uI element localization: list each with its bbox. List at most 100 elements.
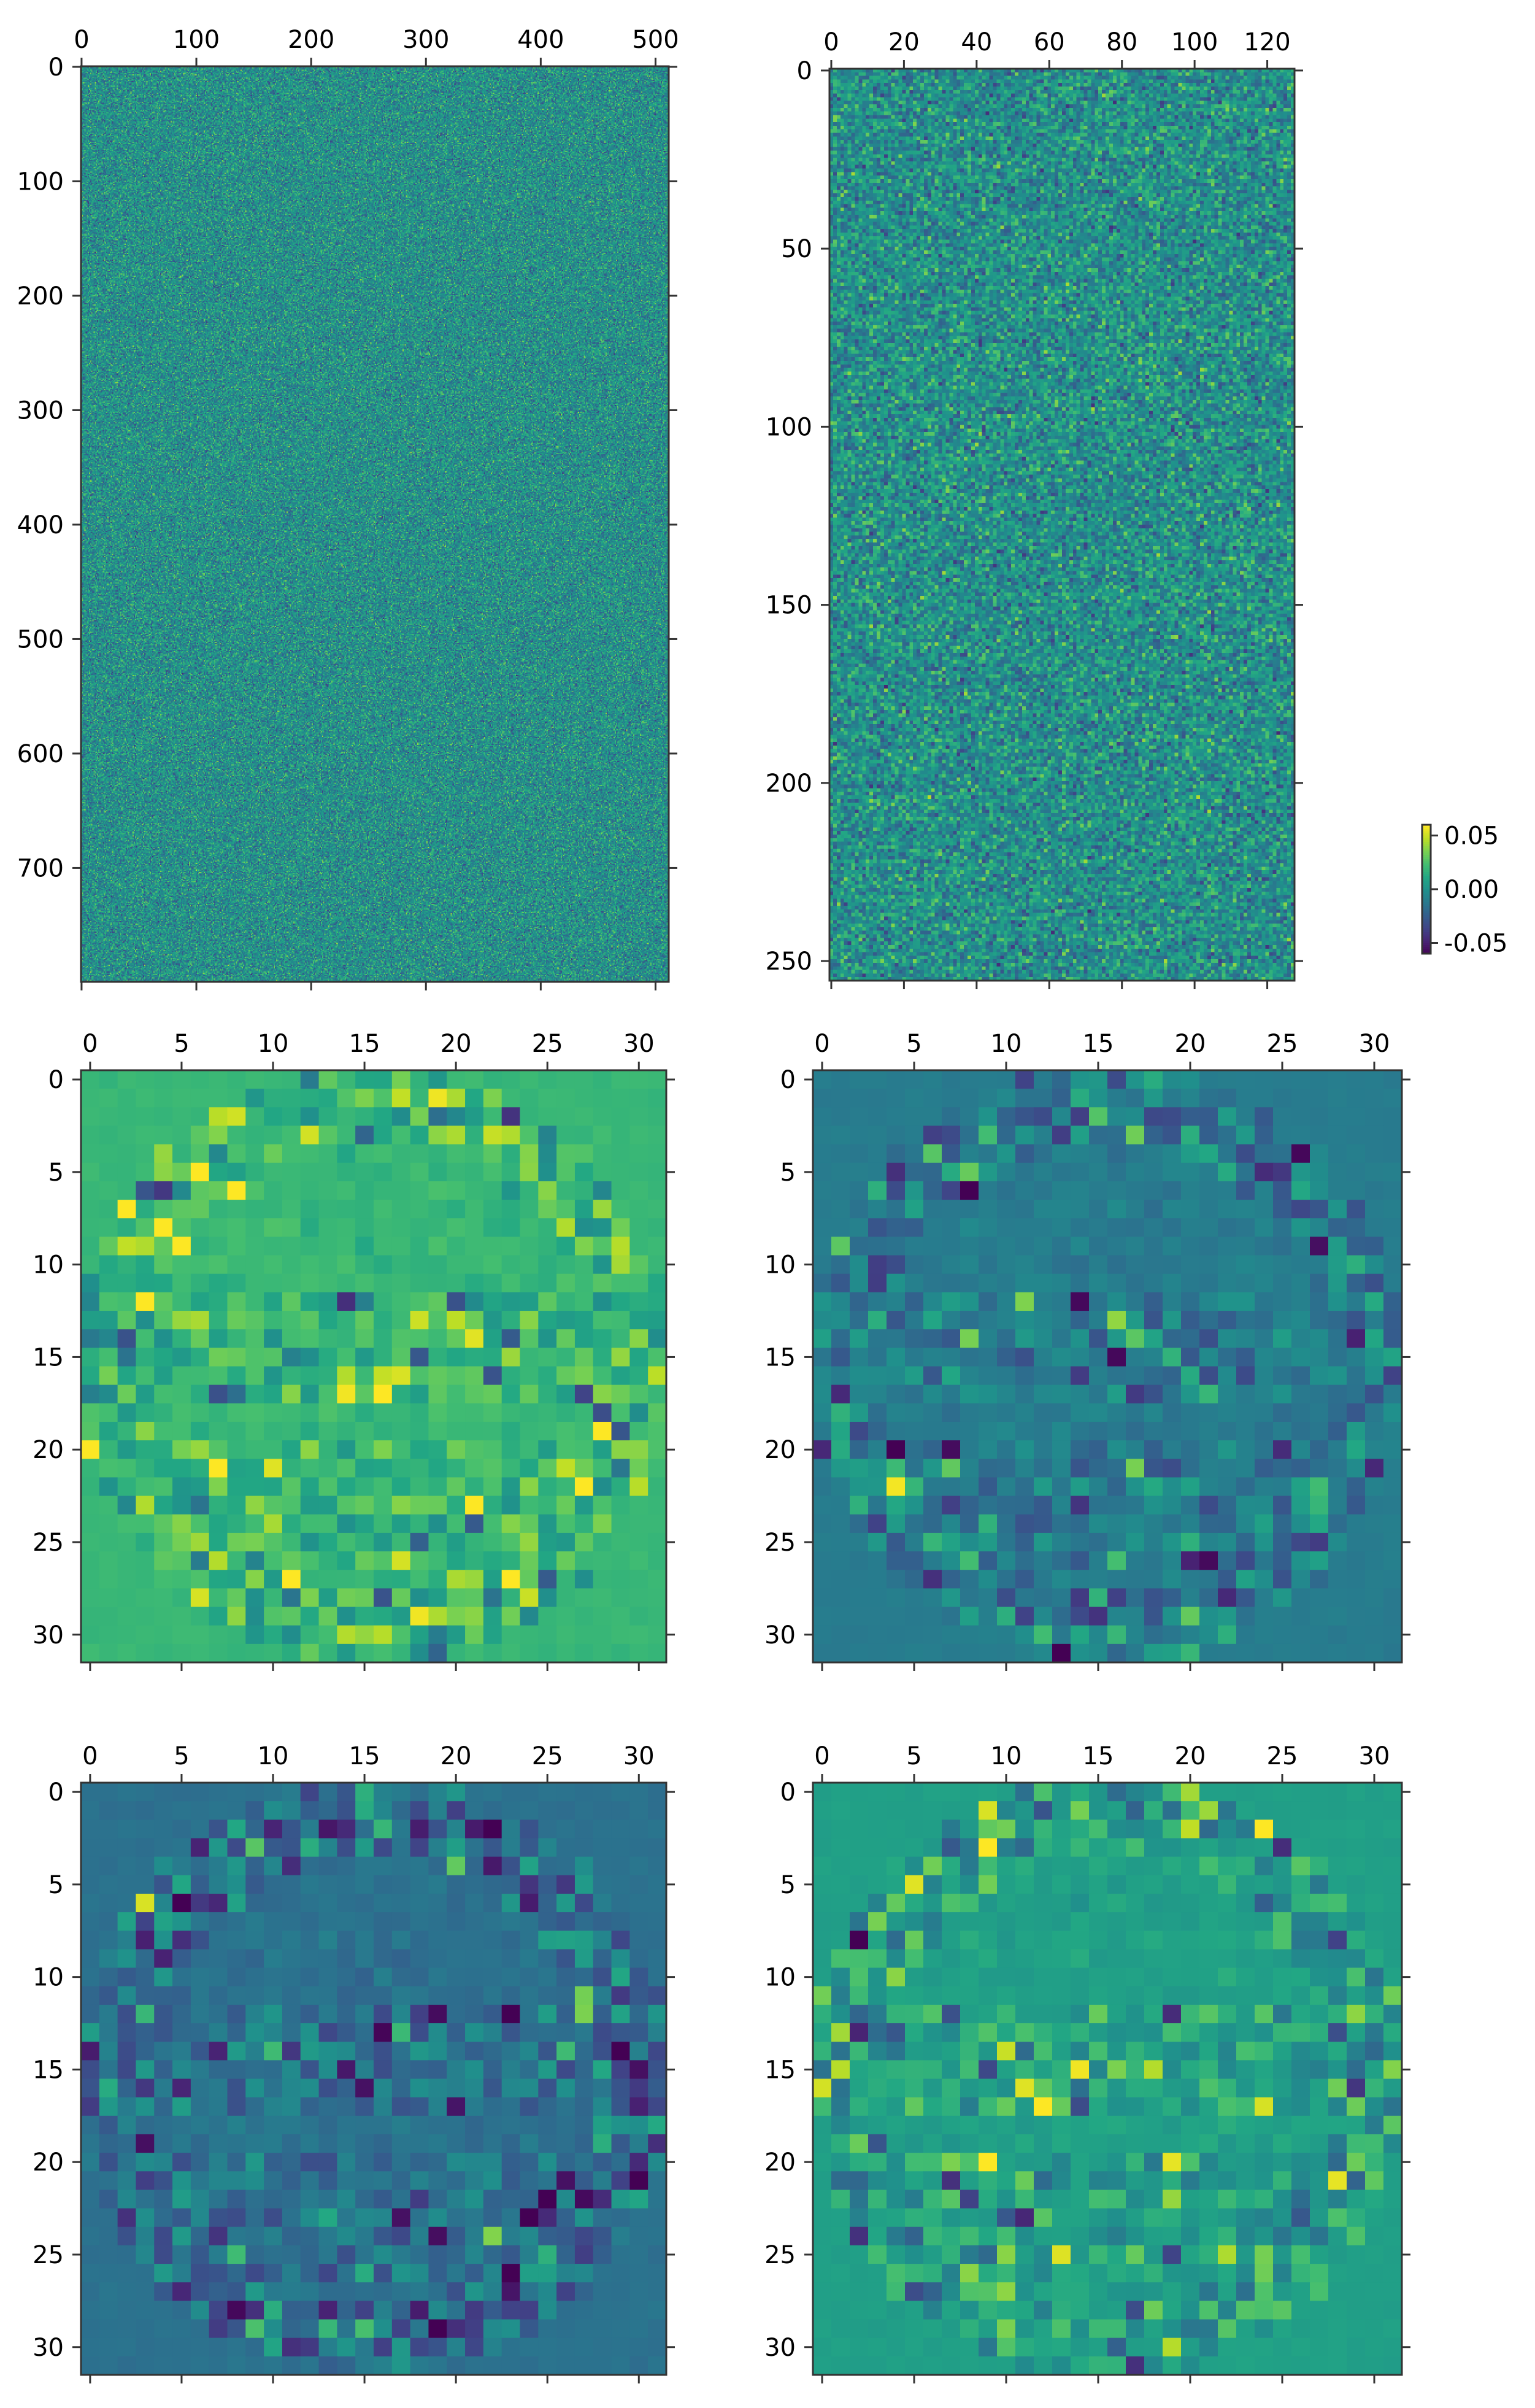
heatmap-cell	[1071, 1625, 1090, 1645]
heatmap-cell	[1163, 1181, 1182, 1200]
heatmap-cell	[136, 1292, 155, 1311]
heatmap-cell	[648, 1893, 667, 1913]
heatmap-cell	[1015, 1329, 1034, 1348]
heatmap-cell	[355, 1200, 374, 1219]
heatmap-cell	[997, 2171, 1016, 2191]
heatmap-cell	[1034, 2060, 1053, 2080]
heatmap-cell	[391, 2190, 411, 2209]
heatmap-cell	[337, 1856, 356, 1876]
heatmap-cell	[391, 1421, 411, 1441]
heatmap-cell	[1015, 1570, 1034, 1589]
heatmap-cell	[905, 1495, 924, 1515]
heatmap-cell	[1273, 1986, 1292, 2005]
heatmap-cell	[1015, 1893, 1034, 1913]
heatmap-cell	[1328, 2042, 1347, 2061]
heatmap-cell	[172, 1931, 191, 1950]
heatmap-cell	[428, 1607, 447, 1626]
heatmap-cell	[611, 2264, 630, 2283]
heatmap-cell	[1255, 1255, 1274, 1275]
heatmap-cell	[81, 1403, 100, 1422]
heatmap-cell	[447, 1348, 466, 1367]
heatmap-cell	[813, 1514, 832, 1534]
heatmap-cell	[813, 1255, 832, 1275]
heatmap-cell	[300, 1459, 320, 1478]
heatmap-cell	[227, 1366, 246, 1386]
heatmap-cell	[1383, 1643, 1402, 1663]
heatmap-cell	[887, 1237, 906, 1256]
heatmap-cell	[813, 1459, 832, 1478]
heatmap-cell	[1163, 1588, 1182, 1608]
heatmap-cell	[813, 1384, 832, 1404]
heatmap-cell	[831, 1089, 850, 1108]
heatmap-cell	[355, 1273, 374, 1293]
heatmap-cell	[172, 2282, 191, 2301]
heatmap-cell	[1255, 2245, 1274, 2264]
heatmap-cell	[318, 2301, 337, 2320]
heatmap-cell	[428, 1181, 447, 1200]
heatmap-cell	[1236, 1403, 1255, 1422]
heatmap-cell	[556, 2226, 575, 2246]
heatmap-cell	[447, 2337, 466, 2357]
heatmap-cell	[905, 2226, 924, 2246]
heatmap-cell	[264, 1125, 283, 1145]
heatmap-cell	[1163, 1459, 1182, 1478]
heatmap-cell	[1291, 2023, 1310, 2042]
heatmap-cell	[501, 1588, 521, 1608]
heatmap-cell	[1144, 1237, 1163, 1256]
heatmap-cell	[1034, 2115, 1053, 2135]
heatmap-cell	[300, 1348, 320, 1367]
heatmap-cell	[99, 1570, 118, 1589]
heatmap-cell	[556, 1912, 575, 1931]
heatmap-cell	[483, 1366, 502, 1386]
heatmap-cell	[942, 2042, 961, 2061]
heatmap-cell	[520, 2301, 539, 2320]
heatmap-cell	[300, 2301, 320, 2320]
heatmap-cell	[574, 2042, 594, 2061]
heatmap-cell	[520, 1070, 539, 1089]
heatmap-cell	[1144, 1107, 1163, 1127]
heatmap-cell	[942, 2134, 961, 2153]
heatmap-cell	[81, 1421, 100, 1441]
heatmap-cell	[1199, 1273, 1218, 1293]
heatmap-cell	[1052, 1144, 1071, 1163]
heatmap-cell	[923, 1273, 942, 1293]
heatmap-cell	[355, 1181, 374, 1200]
heatmap-cell	[831, 1967, 850, 1987]
heatmap-cell	[1015, 2004, 1034, 2024]
heatmap-cell	[1071, 1893, 1090, 1913]
heatmap-cell	[1163, 1532, 1182, 1552]
heatmap-cell	[1034, 1125, 1053, 1145]
heatmap-cell	[1218, 1607, 1237, 1626]
heatmap-cell	[209, 1477, 228, 1497]
heatmap-cell	[1383, 1588, 1402, 1608]
heatmap-cell	[1089, 1477, 1108, 1497]
heatmap-cell	[923, 1625, 942, 1645]
heatmap-cell	[1144, 2115, 1163, 2135]
heatmap-cell	[997, 1967, 1016, 1987]
heatmap-cell	[813, 1125, 832, 1145]
heatmap-cell	[1034, 1311, 1053, 1330]
heatmap-cell	[1107, 1551, 1126, 1570]
heatmap-cell	[1052, 1986, 1071, 2005]
heatmap-cell	[593, 1181, 612, 1200]
heatmap-cell	[374, 1532, 393, 1552]
heatmap-cell	[887, 1162, 906, 1182]
heatmap-cell	[1291, 1967, 1310, 1987]
heatmap-cell	[1347, 1893, 1366, 1913]
heatmap-cell	[245, 2134, 264, 2153]
heatmap-cell	[1163, 1162, 1182, 1182]
heatmap-cell	[1126, 2190, 1145, 2209]
heatmap-cell	[942, 1348, 961, 1367]
heatmap-cell	[1144, 2319, 1163, 2339]
x-tick-label: 5	[174, 1742, 189, 1770]
heatmap-cell	[887, 1967, 906, 1987]
heatmap-cell	[1052, 1801, 1071, 1820]
heatmap-cell	[1365, 2337, 1384, 2357]
heatmap-cell	[1034, 1838, 1053, 1858]
heatmap-cell	[209, 2004, 228, 2024]
heatmap-cell	[979, 2319, 998, 2339]
heatmap-cell	[410, 2356, 429, 2375]
heatmap-cell	[1347, 2153, 1366, 2172]
heatmap-cell	[136, 1912, 155, 1931]
heatmap-cell	[209, 1532, 228, 1552]
